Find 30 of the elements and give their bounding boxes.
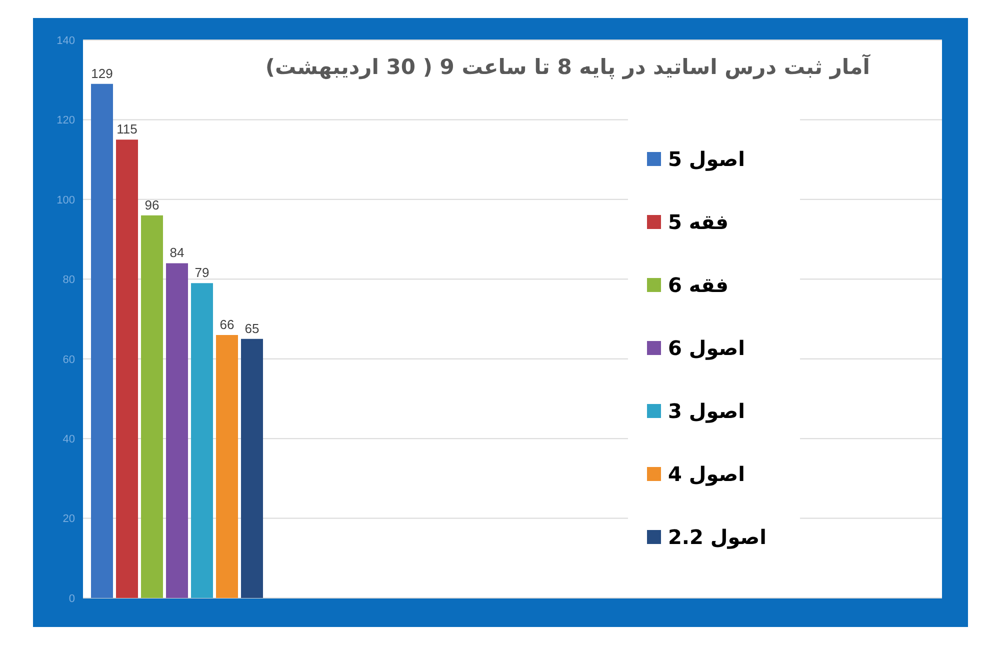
text: آمار ثبت درس اساتید در پایه 8 تا ساعت 9 ( 30 اردیبهشت) (265, 55, 870, 79)
bar (191, 283, 213, 598)
bar (116, 140, 138, 598)
data-label: 129 (91, 66, 113, 81)
legend-label: اصول 5 (668, 146, 745, 170)
y-tick-label: 100 (56, 194, 75, 206)
bar (166, 263, 188, 598)
bar (141, 215, 163, 598)
data-label: 84 (170, 245, 184, 260)
y-tick-label: 80 (62, 274, 75, 286)
data-label: 115 (116, 122, 138, 137)
data-label: 79 (194, 265, 210, 280)
y-tick-label: 60 (62, 354, 75, 366)
y-tick-label: 40 (62, 433, 75, 446)
data-label: 96 (144, 197, 160, 212)
legend-label: اصول 4 (668, 462, 745, 486)
bar (241, 338, 263, 598)
legend-label: فقه 5 (668, 210, 729, 234)
legend-label: اصول 6 (668, 336, 745, 360)
y-tick-label: 20 (62, 513, 75, 526)
y-tick-label: 140 (56, 34, 75, 47)
data-label: 65 (244, 320, 260, 336)
y-tick-label: 0 (68, 592, 75, 605)
bar (91, 84, 113, 598)
y-tick-label: 120 (56, 114, 75, 127)
bar (216, 334, 238, 598)
legend-label: فقه 6 (668, 272, 729, 296)
legend-label: اصول 3 (668, 398, 745, 422)
legend-label: اصول 2.2 (668, 524, 766, 548)
data-label: 66 (220, 316, 234, 332)
